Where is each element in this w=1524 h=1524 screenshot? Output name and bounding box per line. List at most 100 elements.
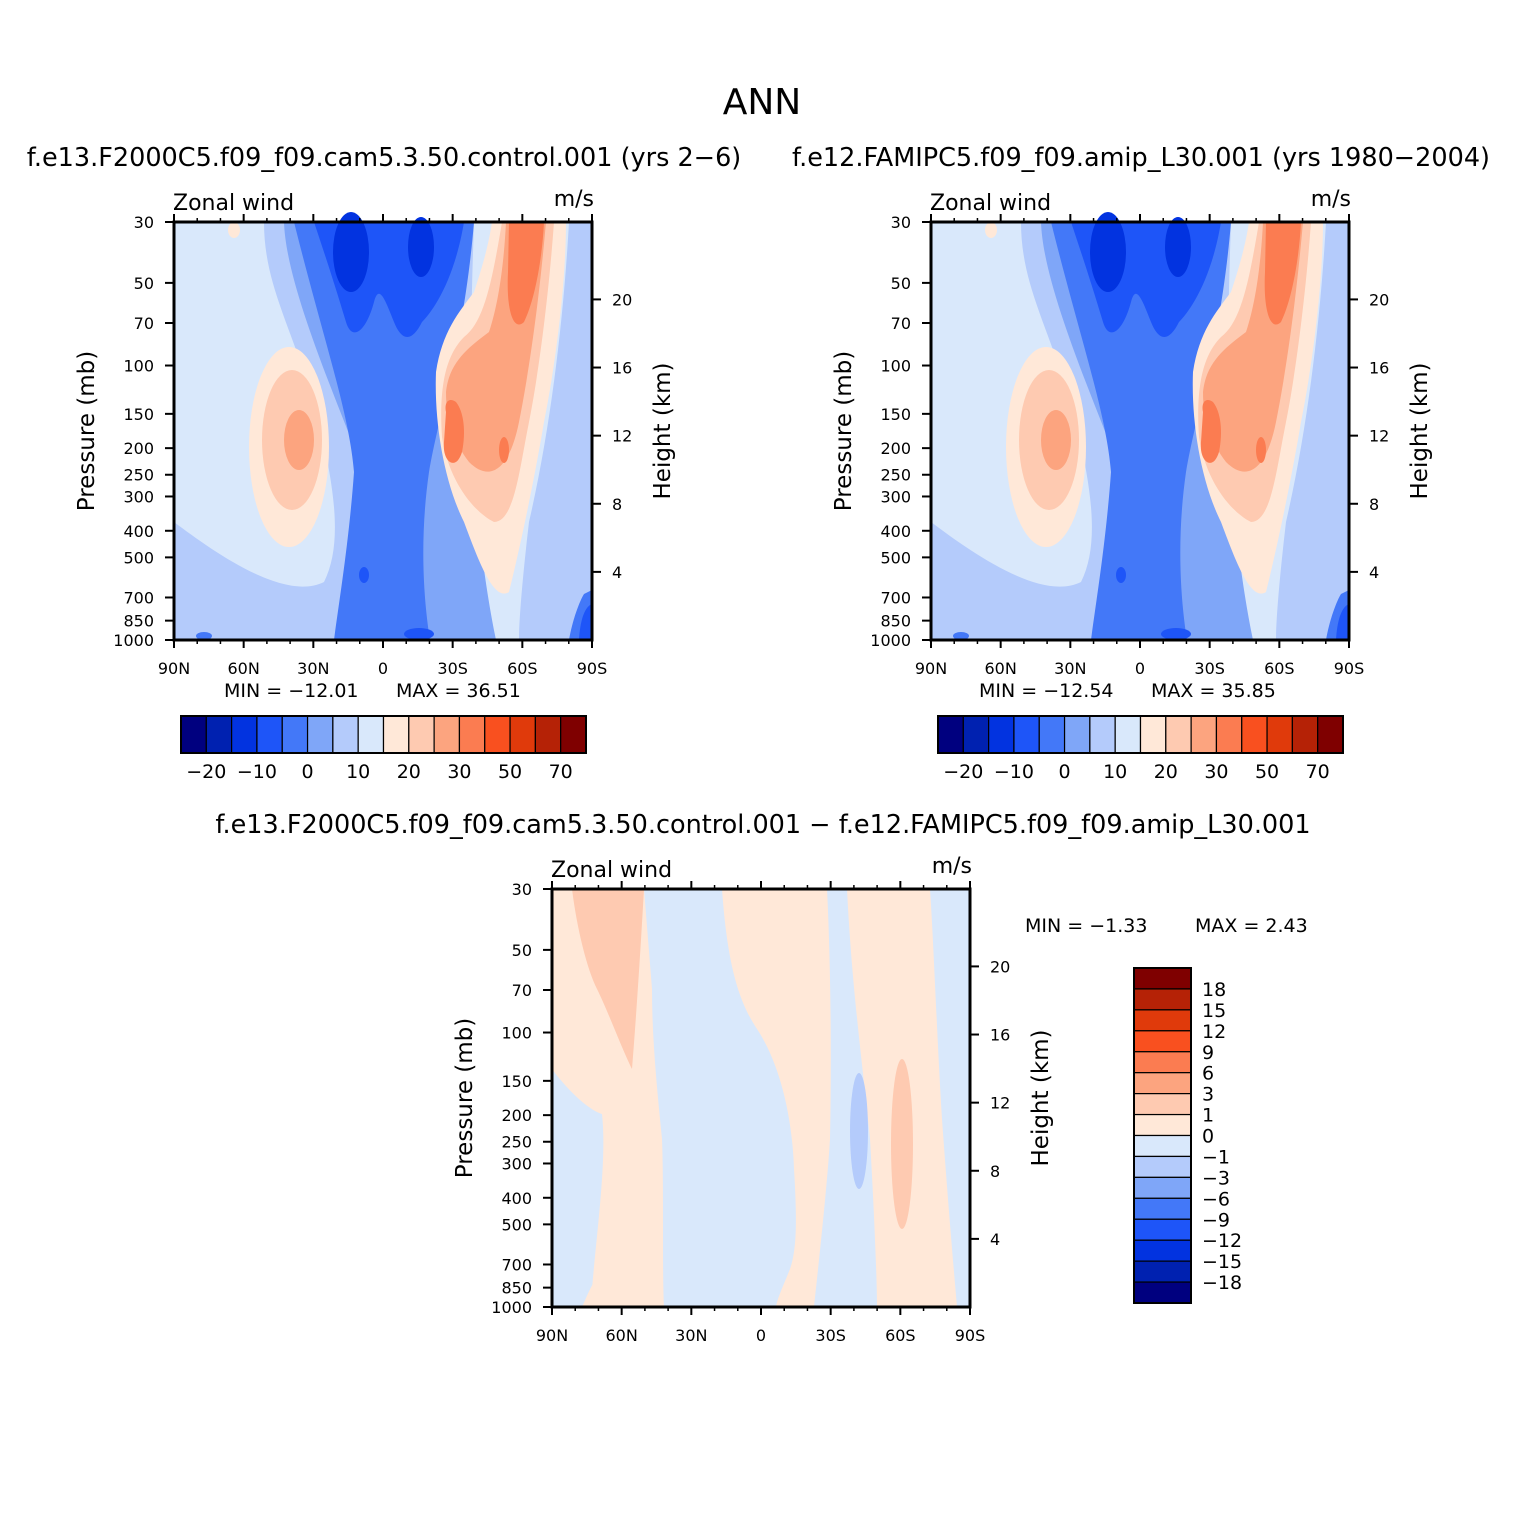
colorbar-label: −10 bbox=[237, 761, 277, 783]
y-tick-label: 30 bbox=[134, 213, 154, 232]
y-tick-label: 1000 bbox=[870, 631, 911, 650]
y-tick-label: 150 bbox=[880, 405, 911, 424]
x-tick-label: 30S bbox=[1194, 659, 1225, 678]
y2-tick-label: 8 bbox=[990, 1162, 1000, 1181]
y-tick-label: 300 bbox=[501, 1154, 532, 1173]
colorbar-swatch bbox=[1133, 1281, 1192, 1304]
y2-axis-label: Height (km) bbox=[650, 362, 676, 499]
y-tick-label: 100 bbox=[880, 357, 911, 376]
colorbar-label: −6 bbox=[1202, 1188, 1230, 1210]
colorbar-swatch bbox=[1133, 1030, 1192, 1053]
colorbar-swatch bbox=[1133, 1134, 1192, 1158]
colorbar-swatch bbox=[937, 715, 964, 754]
panel-title-diff: f.e13.F2000C5.f09_f09.cam5.3.50.control.… bbox=[215, 810, 1310, 840]
colorbar-swatch bbox=[332, 715, 359, 754]
colorbar-swatch bbox=[484, 715, 511, 754]
min-label: MIN = −12.01 bbox=[224, 680, 359, 702]
y2-tick-label: 4 bbox=[612, 563, 622, 582]
colorbar-swatch bbox=[281, 715, 309, 754]
colorbar-swatch bbox=[433, 715, 461, 754]
colorbar-swatch bbox=[1133, 1260, 1192, 1283]
colorbar-swatch bbox=[1133, 1239, 1192, 1262]
units-label: m/s bbox=[932, 854, 972, 879]
colorbar-swatch bbox=[1133, 1051, 1192, 1074]
y-tick-label: 200 bbox=[501, 1106, 532, 1125]
colorbar-swatch bbox=[1038, 715, 1066, 754]
y-tick-label: 200 bbox=[880, 439, 911, 458]
y2-tick-label: 20 bbox=[1369, 290, 1389, 309]
y-tick-label: 850 bbox=[123, 612, 154, 631]
y-tick-label: 850 bbox=[501, 1279, 532, 1298]
y2-tick-label: 12 bbox=[1369, 427, 1389, 446]
colorbar-swatch bbox=[1317, 715, 1344, 754]
colorbar-label: −10 bbox=[994, 761, 1034, 783]
y-axis-label: Pressure (mb) bbox=[452, 1018, 478, 1178]
y-axis-label: Pressure (mb) bbox=[74, 351, 100, 511]
x-tick-label: 60N bbox=[228, 659, 260, 678]
y-tick-label: 1000 bbox=[113, 631, 154, 650]
panel-amip: Zonal wind m/s Pressure (mb) Height (km)… bbox=[831, 187, 1433, 702]
colorbar-swatch bbox=[1165, 715, 1192, 754]
contour-field bbox=[552, 889, 970, 1307]
colorbar-label: −12 bbox=[1202, 1230, 1242, 1252]
y-tick-label: 250 bbox=[123, 466, 154, 485]
colorbar-label: −20 bbox=[186, 761, 226, 783]
colorbar-swatch bbox=[231, 715, 258, 754]
x-tick-label: 90N bbox=[915, 659, 947, 678]
y2-tick-label: 4 bbox=[990, 1230, 1000, 1249]
colorbar-swatch bbox=[382, 715, 410, 754]
colorbar-swatch bbox=[1266, 715, 1293, 754]
y2-tick-label: 4 bbox=[1369, 563, 1379, 582]
variable-label: Zonal wind bbox=[930, 191, 1051, 216]
x-tick-label: 60S bbox=[885, 1326, 916, 1345]
colorbar-swatch bbox=[1133, 1176, 1192, 1199]
colorbar-label: −3 bbox=[1202, 1167, 1230, 1189]
y2-tick-label: 12 bbox=[990, 1094, 1010, 1113]
min-label: MIN = −12.54 bbox=[979, 680, 1114, 702]
colorbar-swatch bbox=[1215, 715, 1243, 754]
colorbar-label: −1 bbox=[1202, 1146, 1230, 1168]
x-tick-label: 0 bbox=[378, 659, 388, 678]
panel-control: Zonal wind m/s Pressure (mb) Height (km)… bbox=[74, 187, 676, 702]
colorbar-label: 18 bbox=[1202, 979, 1226, 1001]
y-tick-label: 400 bbox=[880, 522, 911, 541]
y-tick-label: 700 bbox=[501, 1255, 532, 1274]
x-tick-label: 90S bbox=[955, 1326, 986, 1345]
colorbar-label: 30 bbox=[1204, 761, 1228, 783]
colorbar-frame bbox=[180, 715, 587, 754]
x-tick-label: 60N bbox=[985, 659, 1017, 678]
y2-tick-label: 12 bbox=[612, 427, 632, 446]
x-tick-label: 90N bbox=[158, 659, 190, 678]
y-tick-label: 200 bbox=[123, 439, 154, 458]
y-tick-label: 300 bbox=[123, 487, 154, 506]
colorbar-swatch bbox=[458, 715, 486, 754]
x-tick-label: 30S bbox=[815, 1326, 846, 1345]
y-tick-label: 250 bbox=[501, 1133, 532, 1152]
min-label: MIN = −1.33 bbox=[1025, 915, 1147, 937]
colorbar-swatch bbox=[1133, 1072, 1192, 1095]
y-tick-label: 500 bbox=[123, 548, 154, 567]
y-tick-label: 30 bbox=[891, 213, 911, 232]
colorbar-label: 50 bbox=[498, 761, 522, 783]
colorbar-label: 3 bbox=[1202, 1084, 1214, 1106]
x-tick-label: 60S bbox=[507, 659, 538, 678]
colorbar-label: −18 bbox=[1202, 1272, 1242, 1294]
max-label: MAX = 35.85 bbox=[1151, 680, 1276, 702]
colorbar-label: 1 bbox=[1202, 1105, 1214, 1127]
y-tick-label: 70 bbox=[891, 314, 911, 333]
colorbar-swatch bbox=[1133, 967, 1192, 990]
colorbar-label: 9 bbox=[1202, 1042, 1214, 1064]
colorbar-label: 15 bbox=[1202, 1000, 1226, 1022]
colorbar-swatch bbox=[1133, 1155, 1192, 1178]
y2-tick-label: 16 bbox=[1369, 359, 1389, 378]
y-tick-label: 50 bbox=[512, 941, 532, 960]
y-tick-label: 500 bbox=[501, 1215, 532, 1234]
x-tick-label: 30S bbox=[437, 659, 468, 678]
y-tick-label: 300 bbox=[880, 487, 911, 506]
colorbar-swatch bbox=[1063, 715, 1091, 754]
max-label: MAX = 2.43 bbox=[1195, 915, 1308, 937]
colorbar-control: −20 −10 0 10 20 30 50 70 bbox=[180, 715, 587, 783]
x-tick-label: 60N bbox=[606, 1326, 638, 1345]
colorbar-swatch bbox=[1133, 1113, 1192, 1137]
